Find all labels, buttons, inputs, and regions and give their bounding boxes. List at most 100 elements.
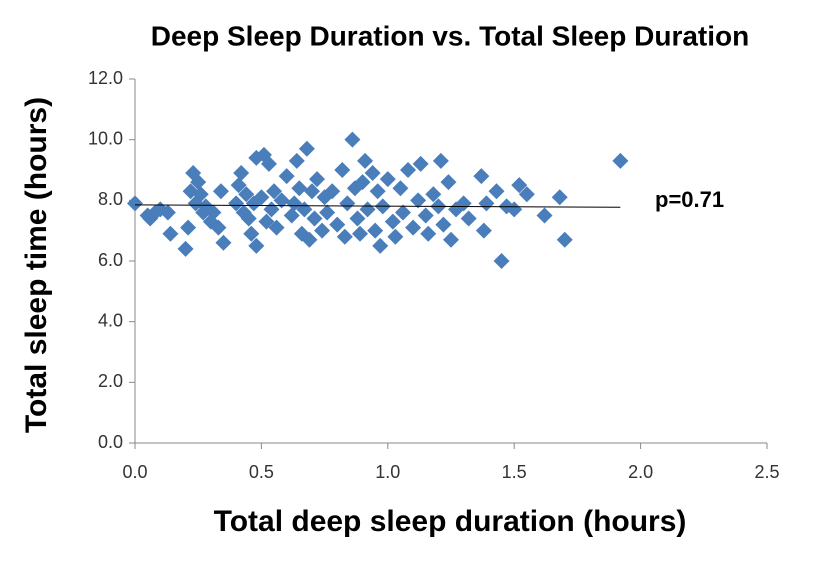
point (394, 204, 411, 221)
point (243, 225, 260, 242)
point (228, 195, 245, 212)
point (286, 195, 303, 212)
point (412, 155, 429, 172)
point (351, 225, 368, 242)
point (420, 225, 437, 242)
point (273, 192, 290, 209)
chart-title: Deep Sleep Duration vs. Total Sleep Dura… (151, 20, 750, 51)
point (283, 207, 300, 224)
point (291, 180, 308, 197)
point (314, 222, 331, 239)
point (336, 228, 353, 245)
point (288, 152, 305, 169)
point (324, 183, 341, 200)
point (303, 183, 320, 200)
point (301, 231, 318, 248)
point (473, 168, 490, 185)
x-tick-label: 2.0 (628, 462, 653, 482)
point (192, 186, 209, 203)
point (306, 210, 323, 227)
point (266, 183, 283, 200)
point (518, 186, 535, 203)
point (612, 152, 629, 169)
point (212, 183, 229, 200)
point (417, 207, 434, 224)
point (309, 171, 326, 188)
point (364, 165, 381, 182)
y-tick-label: 2.0 (98, 371, 123, 391)
point (334, 162, 351, 178)
point (238, 186, 255, 203)
point (329, 216, 346, 233)
y-tick-label: 6.0 (98, 250, 123, 270)
point (278, 168, 295, 185)
point (440, 174, 457, 191)
point (511, 177, 528, 194)
point (339, 195, 356, 212)
x-tick-label: 1.5 (502, 462, 527, 482)
y-tick-label: 8.0 (98, 189, 123, 209)
point (455, 195, 472, 212)
point (506, 201, 523, 218)
point (127, 195, 143, 212)
point (384, 213, 401, 230)
point (230, 177, 247, 194)
x-tick-label: 2.5 (754, 462, 779, 482)
point (205, 204, 222, 221)
point (298, 140, 315, 157)
point (410, 192, 427, 209)
point (162, 225, 179, 242)
point (260, 155, 277, 172)
point (359, 201, 376, 218)
point (536, 207, 553, 224)
x-tick-label: 0.5 (249, 462, 274, 482)
point (344, 131, 361, 148)
y-tick-label: 12.0 (88, 68, 123, 88)
y-tick-label: 10.0 (88, 128, 123, 148)
point (240, 210, 257, 227)
x-axis-label: Total deep sleep duration (hours) (214, 505, 687, 538)
point (268, 219, 285, 236)
point (432, 152, 449, 169)
trendline (134, 204, 621, 208)
x-tick-label: 1.0 (375, 462, 400, 482)
point (357, 152, 374, 169)
point (379, 171, 396, 188)
point (248, 237, 265, 254)
point (354, 174, 371, 191)
point (460, 210, 477, 227)
point (493, 253, 510, 269)
point (392, 180, 409, 197)
point (190, 174, 207, 191)
point (475, 222, 492, 239)
point (551, 189, 568, 206)
point (488, 183, 505, 200)
x-tick-label: 0.0 (122, 462, 147, 482)
point (245, 195, 262, 212)
point (258, 213, 275, 230)
point (400, 162, 417, 178)
point (233, 165, 250, 182)
point (435, 216, 452, 233)
point (443, 231, 459, 248)
point (349, 210, 366, 227)
y-axis-label: Total sleep time (hours) (20, 97, 53, 433)
point (253, 189, 270, 206)
point (478, 195, 495, 212)
point (556, 231, 573, 248)
y-tick-label: 0.0 (98, 432, 123, 452)
point (425, 186, 442, 203)
point (159, 204, 176, 221)
point (215, 234, 232, 251)
annotation: p=0.71 (655, 187, 724, 212)
point (387, 228, 404, 245)
y-tick-label: 4.0 (98, 310, 123, 330)
point (369, 183, 386, 200)
point (177, 240, 194, 257)
point (319, 204, 336, 221)
point (372, 237, 389, 254)
point (210, 219, 227, 236)
point (180, 219, 197, 236)
